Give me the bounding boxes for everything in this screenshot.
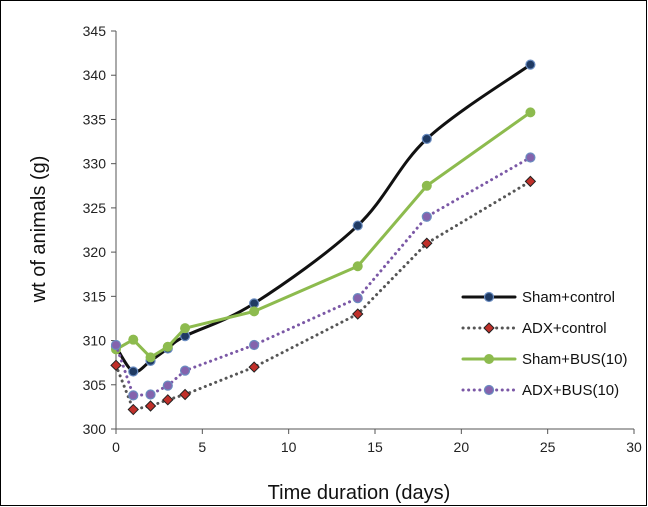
data-point (145, 389, 156, 400)
legend-label: ADX+control (522, 320, 607, 337)
data-point (525, 107, 536, 118)
data-point (249, 306, 260, 317)
data-point (248, 361, 260, 373)
data-point (352, 293, 363, 304)
legend-entry: Sham+BUS(10) (461, 351, 627, 368)
legend-label: Sham+control (522, 289, 615, 306)
x-axis-title: Time duration (days) (268, 482, 451, 504)
y-tick-label: 300 (83, 421, 107, 437)
legend-label: Sham+BUS(10) (522, 351, 627, 368)
data-point (524, 175, 537, 188)
legend-entry: ADX+BUS(10) (461, 382, 619, 399)
y-tick-label: 340 (83, 67, 107, 83)
legend-marker (483, 291, 495, 303)
data-point (128, 366, 139, 377)
data-point (127, 403, 139, 416)
data-point (421, 180, 432, 191)
data-point (180, 323, 191, 334)
y-tick-label: 330 (83, 156, 107, 172)
series-2 (111, 107, 536, 363)
y-tick-label: 315 (83, 288, 107, 304)
y-tick-label: 320 (83, 244, 107, 260)
x-tick-label: 15 (367, 439, 383, 455)
data-point (421, 211, 432, 222)
y-tick-label: 345 (83, 23, 107, 39)
legend-marker (484, 354, 494, 364)
data-point (421, 237, 433, 249)
y-tick-label: 305 (83, 377, 107, 393)
data-point (179, 388, 191, 401)
data-point (421, 133, 432, 145)
data-point (525, 152, 536, 163)
y-tick-label: 325 (83, 200, 107, 216)
data-point (162, 380, 173, 391)
legend-label: ADX+BUS(10) (522, 382, 619, 399)
legend-marker (483, 384, 495, 396)
series-line (114, 110, 532, 359)
data-point (110, 359, 122, 372)
data-point (162, 394, 174, 406)
data-point (249, 339, 260, 351)
data-point (110, 339, 122, 351)
x-tick-label: 30 (626, 439, 642, 455)
data-point (525, 59, 536, 70)
x-tick-label: 0 (112, 439, 120, 455)
series-1 (110, 175, 537, 416)
x-tick-label: 20 (454, 439, 470, 455)
series-line (114, 63, 532, 374)
y-tick-label: 310 (83, 333, 107, 349)
x-tick-label: 5 (198, 439, 206, 455)
axes: 300 305 310 315 320 325 330 335 340 345 0 5 10 15 20 25… (83, 23, 642, 455)
legend-marker (483, 322, 495, 334)
data-point (128, 334, 139, 345)
data-point (179, 365, 191, 376)
series-layer (110, 59, 537, 416)
series-3 (110, 152, 536, 401)
legend: Sham+control ADX+control Sham+BUS(10) ADX+B… (461, 289, 627, 399)
data-point (352, 261, 363, 272)
data-point (162, 341, 173, 352)
data-point (145, 352, 156, 363)
y-tick-label: 335 (83, 111, 107, 127)
data-point (128, 390, 139, 401)
x-tick-label: 10 (281, 439, 297, 455)
x-tick-label: 25 (540, 439, 556, 455)
data-point (144, 400, 157, 412)
y-axis-title: wt of animals (g) (28, 156, 50, 304)
data-point (352, 220, 363, 231)
data-point (352, 308, 364, 320)
legend-entry: Sham+control (461, 289, 615, 306)
series-line (114, 179, 532, 412)
legend-entry: ADX+control (461, 320, 607, 337)
